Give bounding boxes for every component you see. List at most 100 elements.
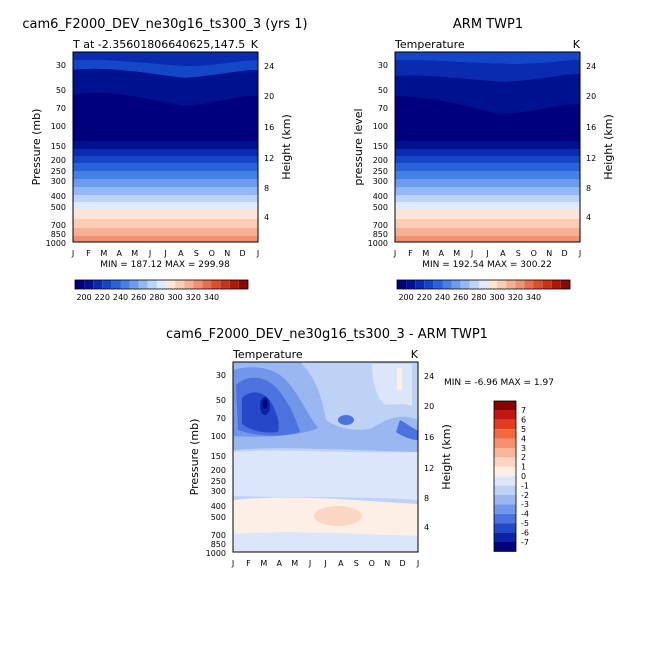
x-tick-label: M bbox=[131, 249, 138, 258]
colorbar-label: 200 bbox=[76, 293, 91, 302]
x-tick-label: J bbox=[71, 249, 74, 258]
x-tick-label: J bbox=[308, 559, 311, 568]
panel-obs-y-ticks: 30 50 70 100 150 200 250 300 400 500 700… bbox=[368, 61, 388, 248]
y-tick-label: 1000 bbox=[46, 239, 66, 248]
panel-model-ylabel-right: Height (km) bbox=[280, 114, 293, 180]
colorbar-label: 260 bbox=[131, 293, 146, 302]
colorbar-label: 300 bbox=[167, 293, 182, 302]
y-tick-label: 500 bbox=[211, 513, 226, 522]
height-tick-label: 20 bbox=[586, 92, 596, 101]
x-tick-label: M bbox=[422, 249, 429, 258]
panel-diff-colorbar: 7 6 5 4 3 2 1 0 -1 -2 -3 -4 -5 -6 -7 bbox=[493, 400, 529, 552]
x-tick-label: J bbox=[148, 249, 151, 258]
panel-model-subtitle: T at -2.35601806640625,147.5 bbox=[72, 38, 245, 51]
x-tick-label: O bbox=[531, 249, 537, 258]
panel-diff-ylabel: Pressure (mb) bbox=[188, 419, 201, 496]
x-tick-label: D bbox=[562, 249, 568, 258]
y-tick-label: 70 bbox=[378, 104, 388, 113]
y-tick-label: 700 bbox=[51, 221, 66, 230]
y-tick-label: 200 bbox=[51, 156, 66, 165]
y-tick-label: 400 bbox=[51, 192, 66, 201]
panel-model-field bbox=[72, 51, 259, 243]
panel-obs-ylabel: pressure level bbox=[352, 108, 365, 185]
x-tick-label: S bbox=[354, 559, 359, 568]
colorbar-label: 220 bbox=[417, 293, 432, 302]
colorbar-label: 1 bbox=[521, 463, 526, 472]
colorbar-label: -6 bbox=[521, 528, 529, 537]
x-tick-label: S bbox=[194, 249, 199, 258]
colorbar-label: 0 bbox=[521, 472, 526, 481]
panel-obs-colorbar: 200 220 240 260 280 300 320 340 bbox=[396, 279, 571, 302]
panel-model-x-ticks: J F M A M J J A S O N D J bbox=[71, 249, 259, 258]
x-tick-label: F bbox=[86, 249, 91, 258]
height-tick-label: 12 bbox=[586, 154, 596, 163]
y-tick-label: 1000 bbox=[206, 549, 226, 558]
panel-model-colorbar: 200 220 240 260 280 300 320 340 bbox=[74, 279, 249, 302]
y-tick-label: 150 bbox=[51, 142, 66, 151]
colorbar-label: 5 bbox=[521, 425, 526, 434]
panel-model: cam6_F2000_DEV_ne30g16_ts300_3 (yrs 1) T… bbox=[22, 17, 307, 302]
y-tick-label: 400 bbox=[373, 192, 388, 201]
panel-obs-height-ticks: 24 20 16 12 8 4 bbox=[586, 62, 596, 222]
x-tick-label: J bbox=[485, 249, 488, 258]
y-tick-label: 70 bbox=[216, 414, 226, 423]
height-tick-label: 16 bbox=[264, 123, 274, 132]
colorbar-label: 6 bbox=[521, 416, 526, 425]
height-tick-label: 12 bbox=[424, 464, 434, 473]
x-tick-label: N bbox=[384, 559, 390, 568]
x-tick-label: D bbox=[400, 559, 406, 568]
colorbar-label: -3 bbox=[521, 500, 529, 509]
y-tick-label: 30 bbox=[56, 61, 66, 70]
panel-diff-subtitle: Temperature bbox=[232, 348, 303, 361]
x-tick-label: J bbox=[578, 249, 581, 258]
panel-model-stats: MIN = 187.12 MAX = 299.98 bbox=[100, 260, 230, 270]
x-tick-label: A bbox=[117, 249, 123, 258]
height-tick-label: 8 bbox=[264, 184, 269, 193]
panel-obs-units: K bbox=[573, 38, 581, 51]
y-tick-label: 150 bbox=[373, 142, 388, 151]
x-tick-label: M bbox=[100, 249, 107, 258]
panel-obs-title: ARM TWP1 bbox=[453, 17, 523, 32]
y-tick-label: 250 bbox=[51, 167, 66, 176]
height-tick-label: 24 bbox=[586, 62, 596, 71]
height-tick-label: 8 bbox=[586, 184, 591, 193]
y-tick-label: 250 bbox=[211, 477, 226, 486]
panel-diff-units: K bbox=[411, 348, 419, 361]
y-tick-label: 50 bbox=[378, 86, 388, 95]
x-tick-label: A bbox=[439, 249, 445, 258]
y-tick-label: 50 bbox=[216, 396, 226, 405]
x-tick-label: A bbox=[277, 559, 283, 568]
y-tick-label: 200 bbox=[211, 466, 226, 475]
colorbar-label: 200 bbox=[398, 293, 413, 302]
x-tick-label: J bbox=[231, 559, 234, 568]
y-tick-label: 30 bbox=[378, 61, 388, 70]
colorbar-label: -5 bbox=[521, 519, 529, 528]
x-tick-label: O bbox=[369, 559, 375, 568]
panel-diff-y-ticks: 30 50 70 100 150 200 250 300 400 500 700… bbox=[206, 371, 226, 558]
x-tick-label: N bbox=[224, 249, 230, 258]
x-tick-label: M bbox=[453, 249, 460, 258]
panel-diff-title: cam6_F2000_DEV_ne30g16_ts300_3 - ARM TWP… bbox=[166, 327, 488, 342]
x-tick-label: J bbox=[416, 559, 419, 568]
y-tick-label: 850 bbox=[51, 230, 66, 239]
panel-diff: cam6_F2000_DEV_ne30g16_ts300_3 - ARM TWP… bbox=[166, 327, 554, 568]
y-tick-label: 100 bbox=[51, 122, 66, 131]
height-tick-label: 16 bbox=[424, 433, 434, 442]
y-tick-label: 100 bbox=[211, 432, 226, 441]
x-tick-label: A bbox=[500, 249, 506, 258]
panel-obs-subtitle: Temperature bbox=[394, 38, 465, 51]
colorbar-label: 280 bbox=[149, 293, 164, 302]
colorbar-label: 240 bbox=[435, 293, 450, 302]
height-tick-label: 12 bbox=[264, 154, 274, 163]
panel-diff-height-ticks: 24 20 16 12 8 4 bbox=[424, 372, 434, 532]
x-tick-label: D bbox=[240, 249, 246, 258]
colorbar-label: 240 bbox=[113, 293, 128, 302]
height-tick-label: 20 bbox=[424, 402, 434, 411]
x-tick-label: J bbox=[323, 559, 326, 568]
colorbar-label: 2 bbox=[521, 453, 526, 462]
y-tick-label: 30 bbox=[216, 371, 226, 380]
height-tick-label: 24 bbox=[264, 62, 274, 71]
panel-obs: ARM TWP1 Temperature K J F M bbox=[352, 17, 615, 302]
x-tick-label: S bbox=[516, 249, 521, 258]
x-tick-label: J bbox=[163, 249, 166, 258]
